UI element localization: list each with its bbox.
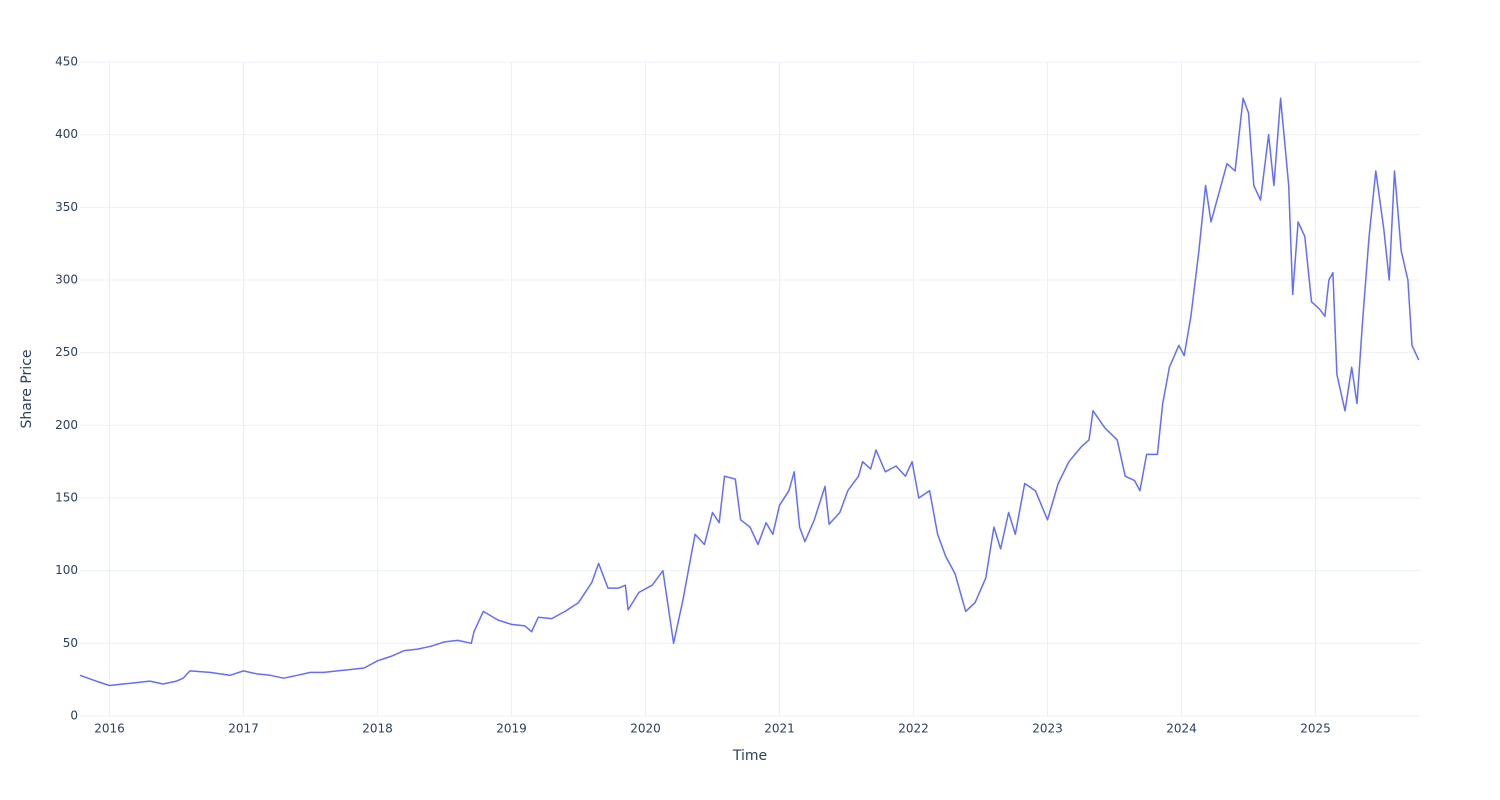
x-tick-label: 2024: [1166, 722, 1197, 736]
y-tick-label: 300: [55, 273, 78, 287]
x-tick-label: 2021: [764, 722, 795, 736]
x-tick-label: 2023: [1032, 722, 1063, 736]
line: [79, 97, 1420, 687]
y-tick-label: 250: [55, 345, 78, 359]
y-tick-label: 100: [55, 563, 78, 577]
x-tick-label: 2022: [898, 722, 929, 736]
x-axis-label: Time: [732, 748, 767, 764]
y-tick-label: 200: [55, 418, 78, 432]
y-tick-label: 400: [55, 127, 78, 141]
x-tick-label: 2017: [228, 722, 259, 736]
x-tick-label: 2020: [630, 722, 661, 736]
x-tick-label: 2016: [94, 722, 125, 736]
y-tick-label: 50: [63, 636, 78, 650]
y-tick-label: 450: [55, 55, 78, 69]
y-tick-label: 150: [55, 491, 78, 505]
y-tick-label: 350: [55, 200, 78, 214]
x-tick-label: 2025: [1300, 722, 1331, 736]
x-tick-label: 2019: [496, 722, 527, 736]
y-axis-label: Share Price: [19, 349, 35, 428]
x-tick-label: 2018: [362, 722, 393, 736]
y-tick-label: 0: [70, 709, 78, 723]
